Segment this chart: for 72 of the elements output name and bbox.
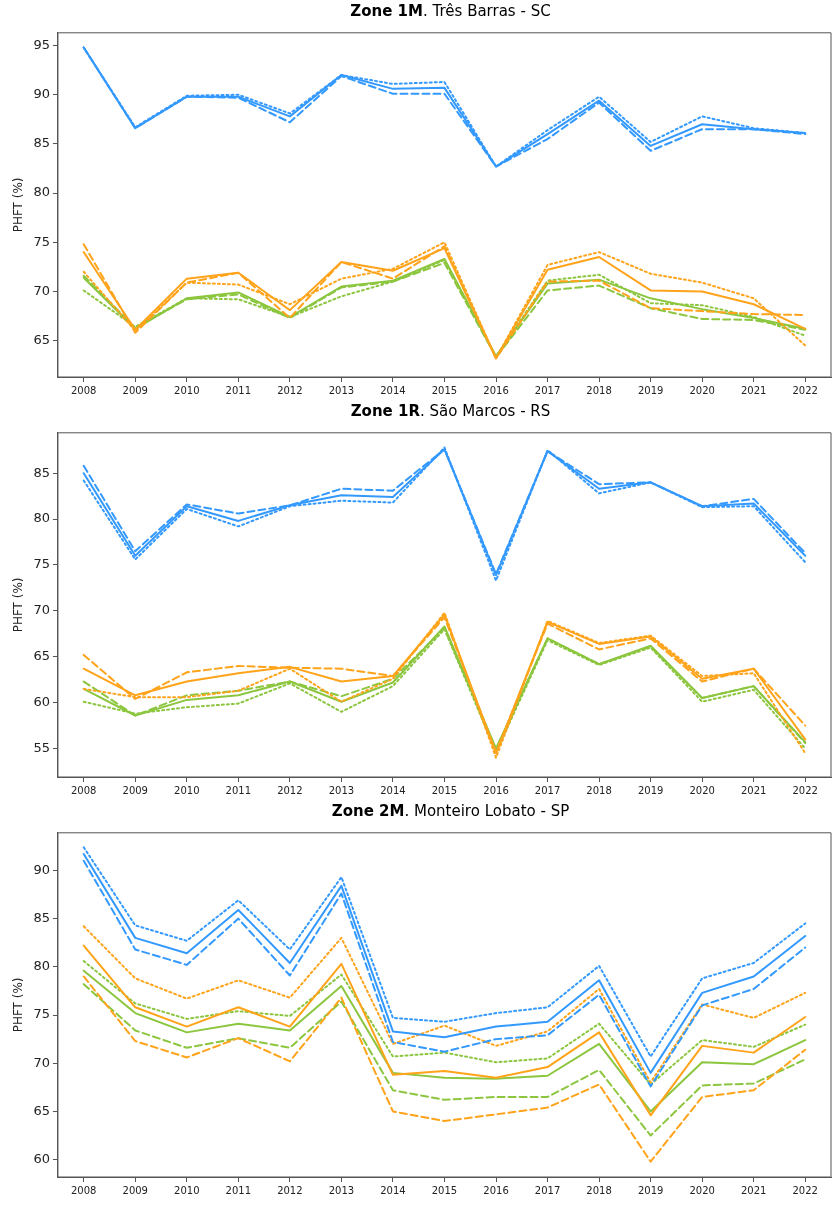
y-tick-label: 75	[33, 556, 50, 572]
x-tick-label: 2019	[637, 384, 664, 396]
x-tick-label: 2009	[122, 784, 148, 796]
x-tick-label: 2008	[70, 784, 97, 796]
y-tick-label: 90	[33, 86, 50, 102]
x-tick-label: 2008	[70, 384, 97, 396]
x-tick-label: 2015	[431, 384, 458, 396]
x-tick-label: 2013	[328, 784, 355, 796]
x-tick-label: 2017	[534, 784, 561, 796]
x-tick-label: 2015	[431, 784, 458, 796]
y-tick-label: 70	[33, 1054, 50, 1070]
y-tick-label: 75	[33, 233, 50, 249]
y-tick-label: 75	[33, 1006, 50, 1022]
y-tick-label: 80	[33, 184, 50, 200]
x-tick-label: 2014	[380, 384, 406, 396]
x-tick-label: 2011	[225, 784, 252, 796]
x-tick-label: 2016	[483, 1184, 509, 1196]
y-tick-label: 60	[33, 694, 50, 710]
x-tick-label: 2020	[689, 784, 715, 796]
y-axis-title: PHFT (%)	[11, 977, 26, 1033]
chart-title: Zone 1R. São Marcos - RS	[350, 402, 551, 420]
x-tick-label: 2022	[792, 384, 818, 396]
x-tick-label: 2019	[637, 1184, 664, 1196]
y-axis-title: PHFT (%)	[11, 177, 26, 233]
x-tick-label: 2014	[380, 784, 406, 796]
y-tick-label: 80	[33, 958, 50, 974]
x-tick-label: 2010	[174, 1184, 200, 1196]
x-tick-label: 2013	[328, 384, 355, 396]
x-tick-label: 2010	[174, 784, 200, 796]
x-tick-label: 2016	[483, 784, 509, 796]
y-tick-label: 65	[33, 648, 50, 664]
x-tick-label: 2022	[792, 784, 818, 796]
y-tick-label: 85	[33, 135, 50, 151]
y-tick-label: 60	[33, 1151, 50, 1167]
x-tick-label: 2015	[431, 1184, 458, 1196]
y-tick-label: 90	[33, 861, 50, 877]
y-tick-label: 70	[33, 602, 50, 618]
y-tick-label: 65	[33, 331, 50, 347]
x-tick-label: 2010	[174, 384, 200, 396]
x-tick-label: 2012	[277, 784, 303, 796]
y-tick-label: 85	[33, 909, 50, 925]
x-tick-label: 2018	[586, 1184, 612, 1196]
x-tick-label: 2013	[328, 1184, 355, 1196]
x-tick-label: 2021	[740, 1184, 767, 1196]
y-axis-title: PHFT (%)	[11, 577, 26, 633]
x-tick-label: 2020	[689, 384, 715, 396]
x-tick-label: 2009	[122, 384, 148, 396]
x-tick-label: 2021	[740, 384, 767, 396]
y-tick-label: 85	[33, 464, 50, 480]
y-tick-label: 80	[33, 510, 50, 526]
y-tick-label: 95	[33, 36, 50, 52]
x-tick-label: 2016	[483, 384, 509, 396]
x-tick-label: 2011	[225, 1184, 252, 1196]
chart-title: Zone 2M. Monteiro Lobato - SP	[331, 802, 570, 820]
x-tick-label: 2012	[277, 1184, 303, 1196]
x-tick-label: 2018	[586, 784, 612, 796]
x-tick-label: 2017	[534, 1184, 561, 1196]
x-tick-label: 2021	[740, 784, 767, 796]
x-tick-label: 2022	[792, 1184, 818, 1196]
x-tick-label: 2018	[586, 384, 612, 396]
x-tick-label: 2019	[637, 784, 664, 796]
x-tick-label: 2017	[534, 384, 561, 396]
x-tick-label: 2008	[70, 1184, 97, 1196]
chart-title: Zone 1M. Três Barras - SC	[350, 2, 551, 20]
x-tick-label: 2012	[277, 384, 303, 396]
x-tick-label: 2011	[225, 384, 252, 396]
y-tick-label: 65	[33, 1102, 50, 1118]
y-tick-label: 70	[33, 282, 50, 298]
x-tick-label: 2020	[689, 1184, 715, 1196]
y-tick-label: 55	[33, 739, 50, 755]
x-tick-label: 2009	[122, 1184, 148, 1196]
x-tick-label: 2014	[380, 1184, 406, 1196]
